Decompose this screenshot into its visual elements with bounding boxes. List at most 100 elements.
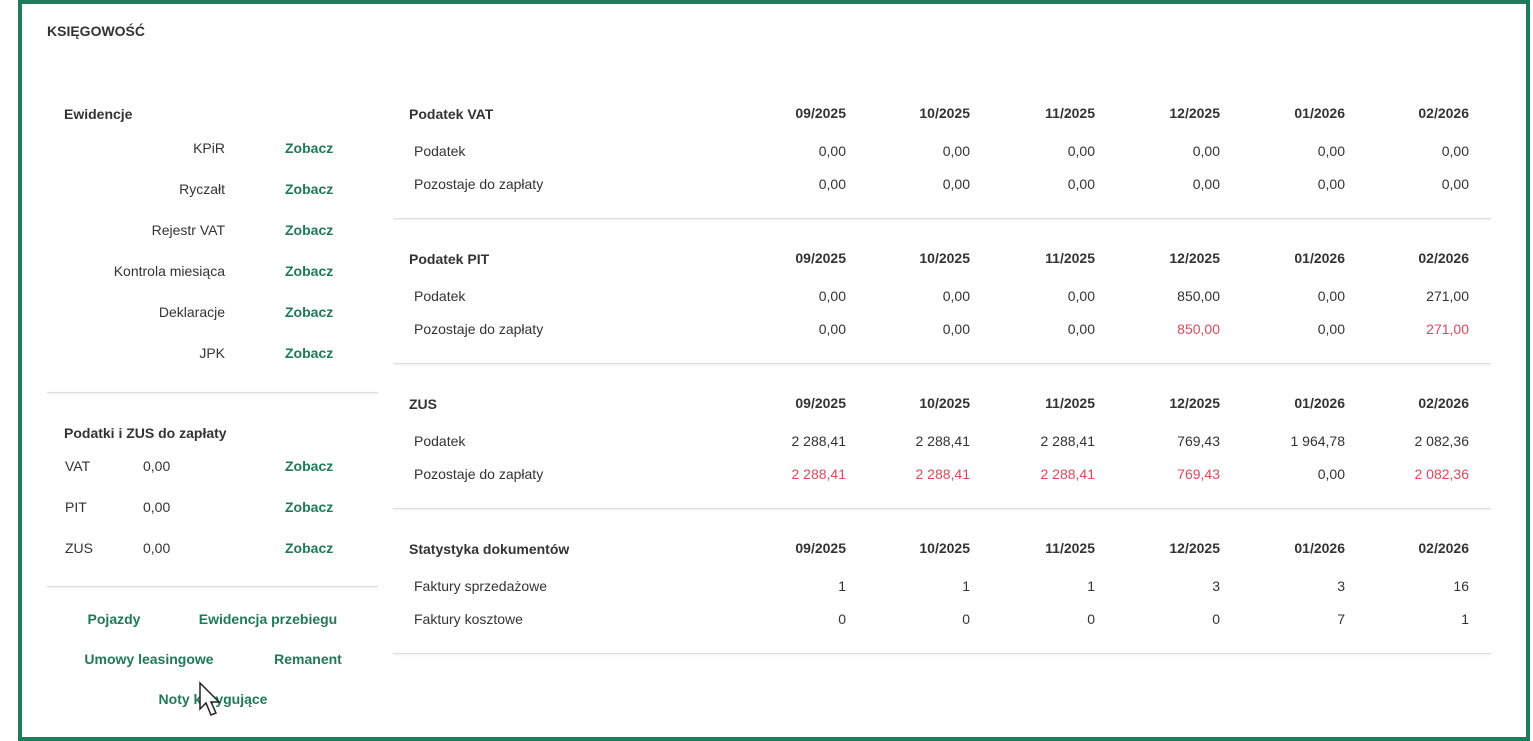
cell-value: 0,00: [1317, 466, 1345, 482]
cell-value: 0,00: [1192, 176, 1220, 192]
mouse-cursor: [199, 681, 221, 716]
cell-value: 0,00: [942, 176, 970, 192]
period-header: 11/2025: [1045, 250, 1095, 266]
nav-link[interactable]: Umowy leasingowe: [84, 651, 214, 667]
cell-value: 850,00: [1177, 288, 1220, 304]
cell-value: 0,00: [818, 176, 846, 192]
period-header: 02/2026: [1418, 105, 1469, 121]
period-header: 11/2025: [1045, 540, 1095, 556]
cell-value: 0,00: [818, 288, 846, 304]
row-label: Faktury kosztowe: [414, 611, 523, 627]
row-label: Pozostaje do zapłaty: [414, 466, 544, 482]
nav-link[interactable]: Pojazdy: [87, 611, 141, 627]
section-title: Podatki i ZUS do zapłaty: [64, 425, 227, 441]
period-header: 09/2025: [795, 395, 846, 411]
item-value: 0,00: [143, 540, 171, 556]
cell-value: 0,00: [1067, 176, 1095, 192]
cell-value: 1: [1087, 578, 1095, 594]
see-link[interactable]: Zobacz: [285, 304, 334, 320]
cell-value: 7: [1337, 611, 1345, 627]
row-label: Pozostaje do zapłaty: [414, 321, 544, 337]
period-header: 02/2026: [1418, 540, 1469, 556]
cell-value: 0,00: [942, 321, 970, 337]
nav-link[interactable]: Remanent: [274, 651, 342, 667]
row-label: Faktury sprzedażowe: [414, 578, 548, 594]
see-link[interactable]: Zobacz: [285, 222, 334, 238]
item-label: KPiR: [193, 140, 225, 156]
cell-value: 2 082,36: [1414, 466, 1470, 482]
cell-value: 850,00: [1177, 321, 1220, 337]
section-title: Ewidencje: [64, 106, 133, 122]
section-title: ZUS: [409, 396, 437, 412]
section-title: Podatek VAT: [409, 106, 494, 122]
cell-value: 2 288,41: [1040, 433, 1096, 449]
separator: [393, 363, 1491, 364]
item-label: Rejestr VAT: [151, 222, 225, 238]
row-label: Podatek: [414, 433, 466, 449]
cell-value: 1 964,78: [1290, 433, 1346, 449]
cell-value: 3: [1212, 578, 1220, 594]
cell-value: 1: [838, 578, 846, 594]
see-link[interactable]: Zobacz: [285, 140, 334, 156]
cell-value: 0: [1212, 611, 1220, 627]
cell-value: 0,00: [1317, 176, 1345, 192]
period-header: 02/2026: [1418, 250, 1469, 266]
cell-value: 2 288,41: [915, 466, 971, 482]
see-link[interactable]: Zobacz: [285, 499, 334, 515]
nav-link[interactable]: Ewidencja przebiegu: [198, 611, 338, 627]
separator: [393, 218, 1491, 219]
cell-value: 0,00: [1441, 176, 1469, 192]
page-title: KSIĘGOWOŚĆ: [47, 23, 146, 39]
cell-value: 2 288,41: [1040, 466, 1096, 482]
period-header: 12/2025: [1169, 540, 1220, 556]
period-header: 12/2025: [1169, 105, 1220, 121]
period-header: 01/2026: [1294, 105, 1345, 121]
cell-value: 0,00: [1441, 143, 1469, 159]
cell-value: 0,00: [1192, 143, 1220, 159]
row-label: Podatek: [414, 143, 466, 159]
item-label: Ryczałt: [179, 181, 225, 197]
cell-value: 271,00: [1426, 321, 1469, 337]
period-header: 01/2026: [1294, 250, 1345, 266]
period-header: 10/2025: [919, 540, 970, 556]
cell-value: 0,00: [942, 288, 970, 304]
see-link[interactable]: Zobacz: [285, 181, 334, 197]
row-label: Pozostaje do zapłaty: [414, 176, 544, 192]
see-link[interactable]: Zobacz: [285, 540, 334, 556]
cell-value: 0,00: [818, 143, 846, 159]
frame: [18, 0, 1530, 741]
see-link[interactable]: Zobacz: [285, 458, 334, 474]
see-link[interactable]: Zobacz: [285, 263, 334, 279]
item-value: 0,00: [143, 499, 171, 515]
item-label: Kontrola miesiąca: [113, 263, 225, 279]
cell-value: 0,00: [942, 143, 970, 159]
item-label: PIT: [65, 499, 87, 515]
separator: [47, 586, 378, 587]
cell-value: 0: [1087, 611, 1095, 627]
cell-value: 0,00: [1317, 143, 1345, 159]
cell-value: 0,00: [1067, 321, 1095, 337]
period-header: 10/2025: [919, 105, 970, 121]
period-header: 12/2025: [1169, 250, 1220, 266]
item-label: VAT: [65, 458, 91, 474]
cell-value: 0,00: [1317, 321, 1345, 337]
period-header: 12/2025: [1169, 395, 1220, 411]
see-link[interactable]: Zobacz: [285, 345, 334, 361]
period-header: 11/2025: [1045, 395, 1095, 411]
item-label: Deklaracje: [158, 304, 225, 320]
cell-value: 0,00: [818, 321, 846, 337]
cell-value: 0: [962, 611, 970, 627]
period-header: 02/2026: [1418, 395, 1469, 411]
period-header: 09/2025: [795, 540, 846, 556]
cell-value: 769,43: [1177, 433, 1220, 449]
cell-value: 16: [1453, 578, 1469, 594]
cell-value: 769,43: [1177, 466, 1220, 482]
item-value: 0,00: [143, 458, 171, 474]
period-header: 11/2025: [1045, 105, 1095, 121]
cell-value: 0: [838, 611, 846, 627]
separator: [393, 508, 1491, 509]
section-title: Statystyka dokumentów: [409, 541, 570, 557]
cell-value: 3: [1337, 578, 1345, 594]
period-header: 01/2026: [1294, 395, 1345, 411]
section-title: Podatek PIT: [409, 251, 490, 267]
